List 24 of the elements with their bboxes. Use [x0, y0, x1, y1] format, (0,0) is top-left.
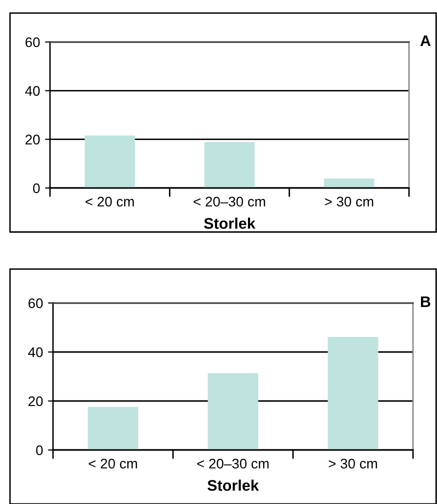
y-tick-label: 0 [33, 183, 40, 194]
bar [84, 135, 135, 188]
x-tick-label: > 30 cm [328, 458, 377, 469]
text: A [420, 35, 431, 46]
bar [208, 373, 258, 450]
x-tick-label: < 20 cm [88, 458, 137, 469]
y-tick-label: 40 [25, 86, 40, 96]
y-tick-label: 20 [26, 134, 40, 145]
bar [204, 142, 255, 188]
x-tick-label: < 20 cm [86, 196, 134, 207]
y-tick-label: 40 [28, 347, 43, 358]
y-tick-label: 60 [26, 37, 40, 48]
bar [88, 406, 138, 450]
x-axis-title: Storlek [208, 480, 259, 491]
x-tick-label: < 20–30 cm [194, 196, 266, 207]
x-tick-label: > 30 cm [324, 196, 374, 207]
text: B [420, 296, 430, 307]
x-axis-title: Storlek [204, 218, 256, 229]
bar [324, 178, 374, 188]
y-tick-label: 0 [36, 445, 43, 456]
y-tick-label: 20 [28, 396, 43, 406]
x-tick-label: < 20–30 cm [197, 458, 269, 469]
y-tick-label: 60 [28, 298, 43, 308]
bar [328, 337, 378, 450]
